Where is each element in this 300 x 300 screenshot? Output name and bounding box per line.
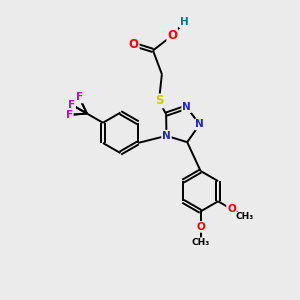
- Text: O: O: [167, 29, 177, 42]
- Text: O: O: [129, 38, 139, 51]
- Text: H: H: [180, 17, 189, 27]
- Text: F: F: [66, 110, 73, 120]
- Text: O: O: [227, 204, 236, 214]
- Text: F: F: [68, 100, 75, 110]
- Text: N: N: [195, 119, 204, 129]
- Text: CH₃: CH₃: [191, 238, 210, 247]
- Text: S: S: [155, 94, 163, 107]
- Text: N: N: [162, 131, 171, 141]
- Text: O: O: [196, 222, 205, 232]
- Text: N: N: [182, 102, 191, 112]
- Text: CH₃: CH₃: [236, 212, 254, 221]
- Text: F: F: [76, 92, 83, 103]
